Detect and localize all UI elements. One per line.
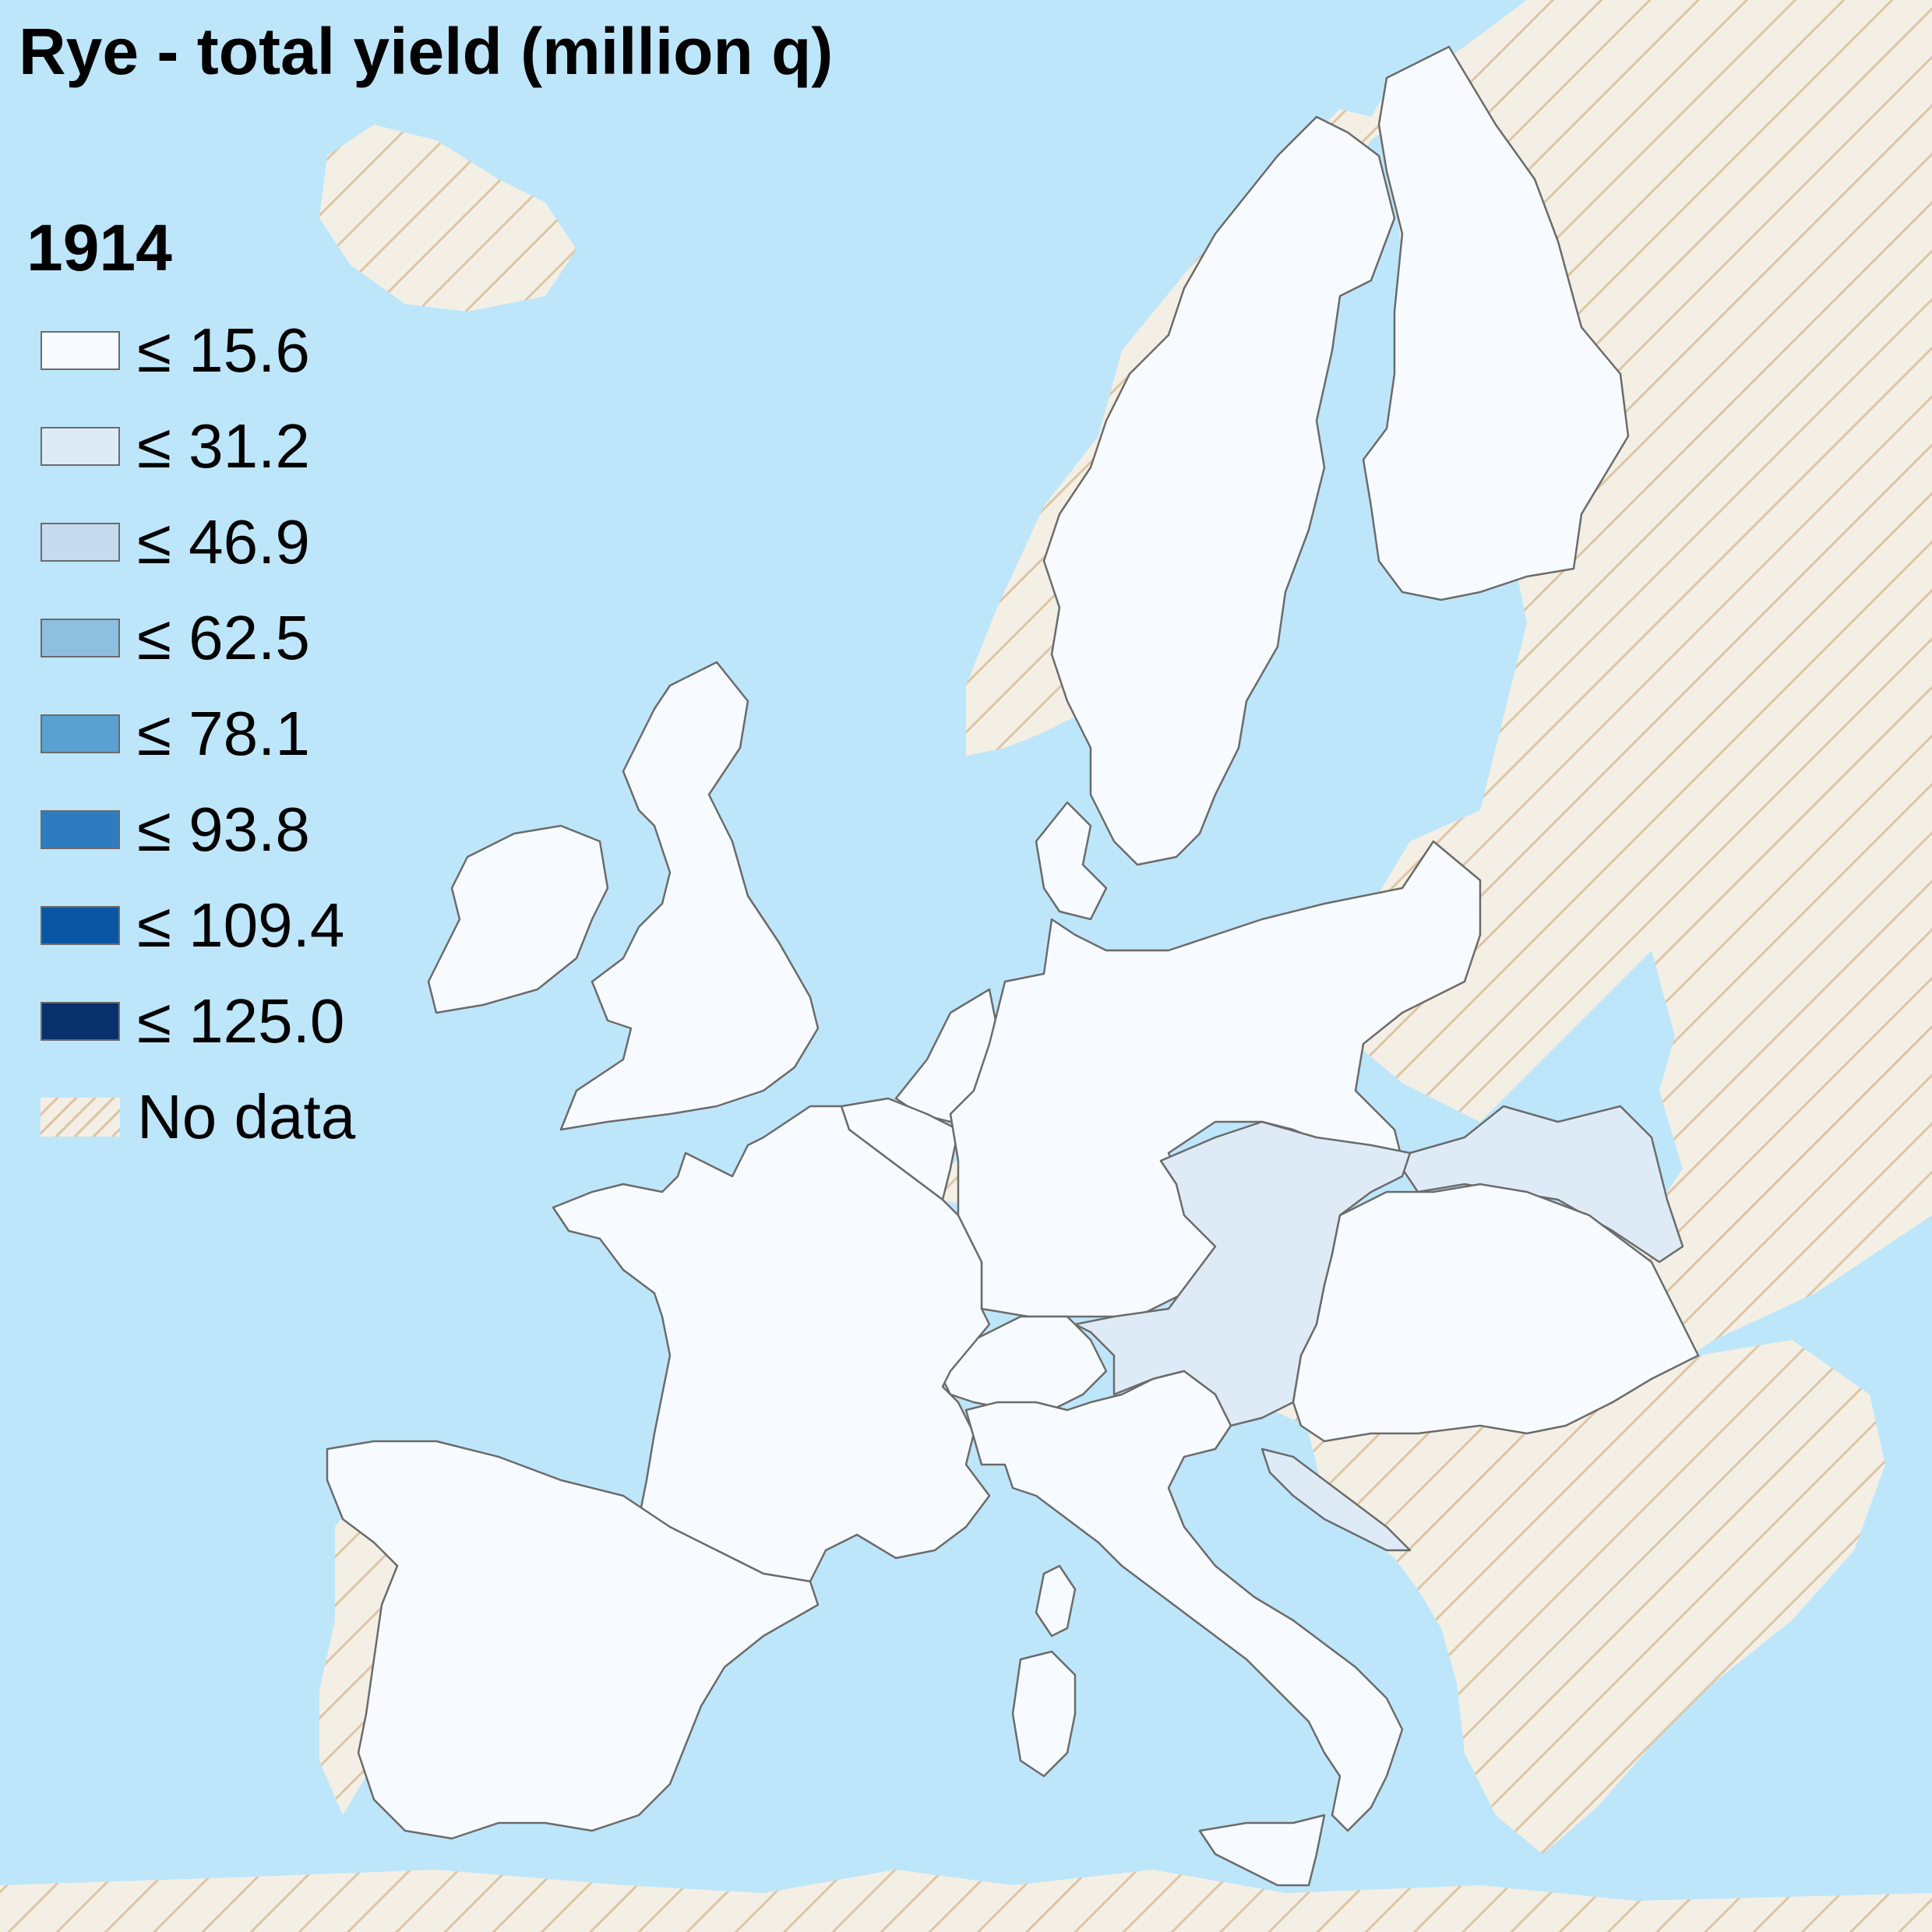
region-norway[interactable] <box>966 0 1558 756</box>
legend-swatch <box>41 906 120 945</box>
legend-swatch <box>41 1002 120 1041</box>
legend-label: ≤ 15.6 <box>137 316 310 385</box>
legend-label: ≤ 62.5 <box>137 603 310 672</box>
region-austria[interactable] <box>1074 1120 1412 1427</box>
legend-label: ≤ 109.4 <box>137 890 345 960</box>
legend-item: ≤ 109.4 <box>41 893 508 958</box>
legend-label: ≤ 93.8 <box>137 795 310 864</box>
region-russia[interactable] <box>1184 0 1932 1605</box>
legend-item: ≤ 93.8 <box>41 797 508 862</box>
region-iceland[interactable] <box>319 125 576 312</box>
legend-swatch <box>41 331 120 370</box>
region-sicily[interactable] <box>1198 1814 1326 1887</box>
legend-item: ≤ 62.5 <box>41 605 508 671</box>
region-denmark[interactable] <box>1035 801 1108 921</box>
legend-item-no-data: No data <box>41 1084 508 1150</box>
legend-item: ≤ 125.0 <box>41 989 508 1054</box>
region-north-africa[interactable] <box>0 1870 1932 1932</box>
region-galicia[interactable] <box>1401 1105 1684 1264</box>
region-united-kingdom[interactable] <box>559 661 820 1131</box>
legend-label: No data <box>137 1082 356 1151</box>
region-hungary[interactable] <box>1292 1183 1700 1443</box>
region-italy[interactable] <box>964 1370 1404 1832</box>
legend-swatch <box>41 523 120 562</box>
region-balkans[interactable] <box>1309 1340 1885 1854</box>
legend-label: ≤ 46.9 <box>137 507 310 576</box>
region-finland[interactable] <box>1362 45 1630 601</box>
region-switzerland[interactable] <box>941 1315 1108 1412</box>
region-sardinia[interactable] <box>1011 1650 1077 1778</box>
legend-item: ≤ 78.1 <box>41 701 508 767</box>
legend-swatch-no-data <box>41 1098 120 1137</box>
legend-year: 1914 <box>26 211 172 284</box>
region-corsica[interactable] <box>1035 1564 1077 1638</box>
region-spain[interactable] <box>326 1440 820 1840</box>
legend-label: ≤ 31.2 <box>137 411 310 481</box>
legend-swatch <box>41 810 120 849</box>
legend-swatch <box>41 714 120 753</box>
region-sweden[interactable] <box>1042 115 1396 866</box>
legend-swatch <box>41 427 120 466</box>
region-ireland[interactable] <box>427 824 609 1014</box>
region-dalmatia[interactable] <box>1260 1447 1412 1552</box>
legend-label: ≤ 125.0 <box>137 986 345 1056</box>
legend-swatch <box>41 619 120 658</box>
legend-item: ≤ 15.6 <box>41 318 508 383</box>
legend-label: ≤ 78.1 <box>137 699 310 768</box>
map-title: Rye - total yield (million q) <box>19 15 834 88</box>
legend-item: ≤ 31.2 <box>41 414 508 479</box>
legend-item: ≤ 46.9 <box>41 509 508 575</box>
